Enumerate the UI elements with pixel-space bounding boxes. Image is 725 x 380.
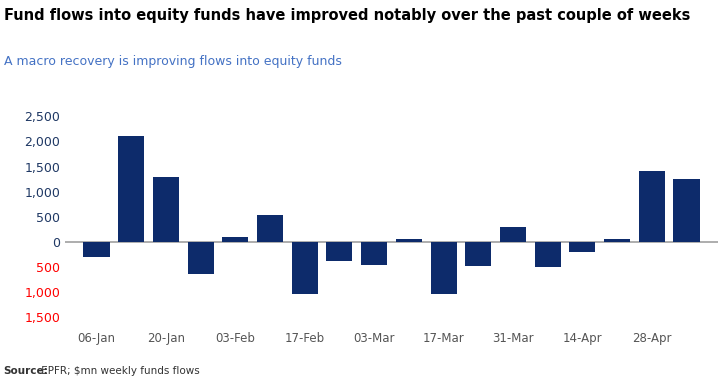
Bar	[500, 226, 526, 242]
Bar	[674, 179, 700, 242]
Bar	[257, 215, 283, 242]
Text: A macro recovery is improving flows into equity funds: A macro recovery is improving flows into…	[4, 55, 341, 68]
Bar	[534, 242, 560, 267]
Bar	[431, 242, 457, 294]
Bar	[223, 237, 249, 242]
Bar	[291, 242, 318, 294]
Text: Fund flows into equity funds have improved notably over the past couple of weeks: Fund flows into equity funds have improv…	[4, 8, 690, 22]
Bar	[396, 239, 422, 242]
Text: Source:: Source:	[4, 366, 49, 376]
Bar	[83, 242, 109, 257]
Bar	[465, 242, 492, 266]
Bar	[188, 242, 214, 274]
Bar	[569, 242, 595, 252]
Bar	[604, 239, 630, 242]
Bar	[361, 242, 387, 265]
Bar	[118, 136, 144, 242]
Bar	[639, 171, 665, 242]
Bar	[153, 177, 179, 242]
Bar	[326, 242, 352, 261]
Text: EPFR; $mn weekly funds flows: EPFR; $mn weekly funds flows	[38, 366, 199, 376]
